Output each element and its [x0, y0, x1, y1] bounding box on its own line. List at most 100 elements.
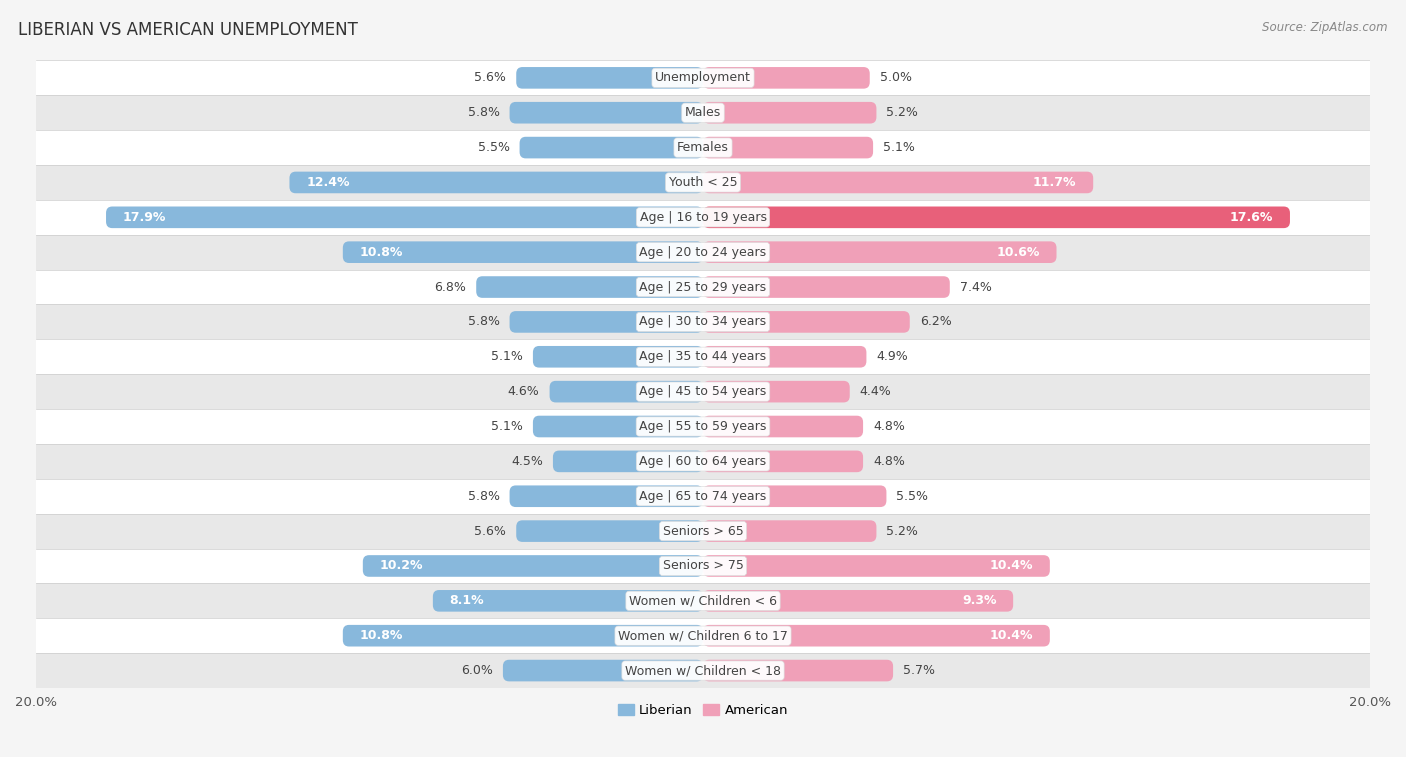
Text: Age | 25 to 29 years: Age | 25 to 29 years	[640, 281, 766, 294]
Bar	[105, 207, 703, 228]
Bar	[433, 590, 703, 612]
Text: Women w/ Children < 18: Women w/ Children < 18	[626, 664, 780, 677]
Text: Source: ZipAtlas.com: Source: ZipAtlas.com	[1263, 21, 1388, 34]
Text: 12.4%: 12.4%	[307, 176, 350, 189]
Text: Age | 30 to 34 years: Age | 30 to 34 years	[640, 316, 766, 329]
Text: Age | 20 to 24 years: Age | 20 to 24 years	[640, 246, 766, 259]
FancyBboxPatch shape	[703, 346, 866, 368]
Text: 17.6%: 17.6%	[1230, 210, 1274, 224]
Bar	[37, 444, 1369, 479]
Text: Women w/ Children 6 to 17: Women w/ Children 6 to 17	[619, 629, 787, 642]
Bar	[37, 549, 1369, 584]
FancyBboxPatch shape	[509, 311, 703, 333]
FancyBboxPatch shape	[703, 102, 876, 123]
Bar	[37, 61, 1369, 95]
FancyBboxPatch shape	[703, 485, 886, 507]
Bar	[37, 479, 1369, 514]
Text: 4.4%: 4.4%	[859, 385, 891, 398]
Bar	[509, 102, 703, 123]
Text: 10.8%: 10.8%	[360, 246, 404, 259]
Bar	[363, 555, 703, 577]
Text: 9.3%: 9.3%	[962, 594, 997, 607]
FancyBboxPatch shape	[703, 625, 1050, 646]
Text: Seniors > 75: Seniors > 75	[662, 559, 744, 572]
Text: Females: Females	[678, 141, 728, 154]
FancyBboxPatch shape	[703, 241, 1056, 263]
Text: Unemployment: Unemployment	[655, 71, 751, 84]
Bar	[343, 241, 703, 263]
Text: 4.9%: 4.9%	[876, 350, 908, 363]
FancyBboxPatch shape	[703, 416, 863, 438]
FancyBboxPatch shape	[533, 416, 703, 438]
Bar	[703, 590, 1014, 612]
FancyBboxPatch shape	[290, 172, 703, 193]
FancyBboxPatch shape	[105, 207, 703, 228]
FancyBboxPatch shape	[703, 555, 1050, 577]
Bar	[703, 450, 863, 472]
Bar	[37, 653, 1369, 688]
FancyBboxPatch shape	[703, 381, 849, 403]
Bar	[703, 241, 1056, 263]
FancyBboxPatch shape	[550, 381, 703, 403]
Bar	[703, 67, 870, 89]
FancyBboxPatch shape	[703, 590, 1014, 612]
Text: 6.0%: 6.0%	[461, 664, 494, 677]
Text: 5.8%: 5.8%	[468, 490, 499, 503]
FancyBboxPatch shape	[363, 555, 703, 577]
Bar	[37, 130, 1369, 165]
Text: Age | 65 to 74 years: Age | 65 to 74 years	[640, 490, 766, 503]
FancyBboxPatch shape	[520, 137, 703, 158]
Text: 4.6%: 4.6%	[508, 385, 540, 398]
FancyBboxPatch shape	[516, 520, 703, 542]
Bar	[516, 520, 703, 542]
FancyBboxPatch shape	[533, 346, 703, 368]
Text: 6.2%: 6.2%	[920, 316, 952, 329]
Bar	[703, 172, 1094, 193]
Bar	[37, 409, 1369, 444]
Text: 5.7%: 5.7%	[903, 664, 935, 677]
Bar	[533, 346, 703, 368]
Text: 4.8%: 4.8%	[873, 455, 905, 468]
Text: Age | 55 to 59 years: Age | 55 to 59 years	[640, 420, 766, 433]
Text: 10.2%: 10.2%	[380, 559, 423, 572]
Bar	[343, 625, 703, 646]
Bar	[533, 416, 703, 438]
FancyBboxPatch shape	[509, 102, 703, 123]
FancyBboxPatch shape	[703, 450, 863, 472]
FancyBboxPatch shape	[703, 276, 950, 298]
Bar	[477, 276, 703, 298]
Bar	[37, 374, 1369, 409]
Bar	[509, 311, 703, 333]
Bar	[37, 514, 1369, 549]
Text: 5.5%: 5.5%	[897, 490, 928, 503]
Bar	[37, 235, 1369, 269]
FancyBboxPatch shape	[703, 311, 910, 333]
Text: 11.7%: 11.7%	[1033, 176, 1077, 189]
Text: 7.4%: 7.4%	[960, 281, 991, 294]
Bar	[703, 207, 1289, 228]
Text: 5.0%: 5.0%	[880, 71, 911, 84]
FancyBboxPatch shape	[703, 172, 1094, 193]
Bar	[37, 95, 1369, 130]
Bar	[503, 660, 703, 681]
FancyBboxPatch shape	[433, 590, 703, 612]
Bar	[703, 520, 876, 542]
Bar	[550, 381, 703, 403]
Text: 10.8%: 10.8%	[360, 629, 404, 642]
Text: 10.4%: 10.4%	[990, 629, 1033, 642]
FancyBboxPatch shape	[703, 660, 893, 681]
Text: 10.6%: 10.6%	[997, 246, 1040, 259]
Text: Age | 16 to 19 years: Age | 16 to 19 years	[640, 210, 766, 224]
Text: LIBERIAN VS AMERICAN UNEMPLOYMENT: LIBERIAN VS AMERICAN UNEMPLOYMENT	[18, 21, 359, 39]
Bar	[703, 137, 873, 158]
Text: 5.6%: 5.6%	[474, 525, 506, 537]
Bar	[703, 102, 876, 123]
Text: 5.1%: 5.1%	[883, 141, 915, 154]
Text: Age | 45 to 54 years: Age | 45 to 54 years	[640, 385, 766, 398]
Bar	[703, 555, 1050, 577]
Bar	[37, 200, 1369, 235]
FancyBboxPatch shape	[343, 241, 703, 263]
FancyBboxPatch shape	[703, 137, 873, 158]
Text: 5.2%: 5.2%	[886, 525, 918, 537]
Text: Youth < 25: Youth < 25	[669, 176, 737, 189]
